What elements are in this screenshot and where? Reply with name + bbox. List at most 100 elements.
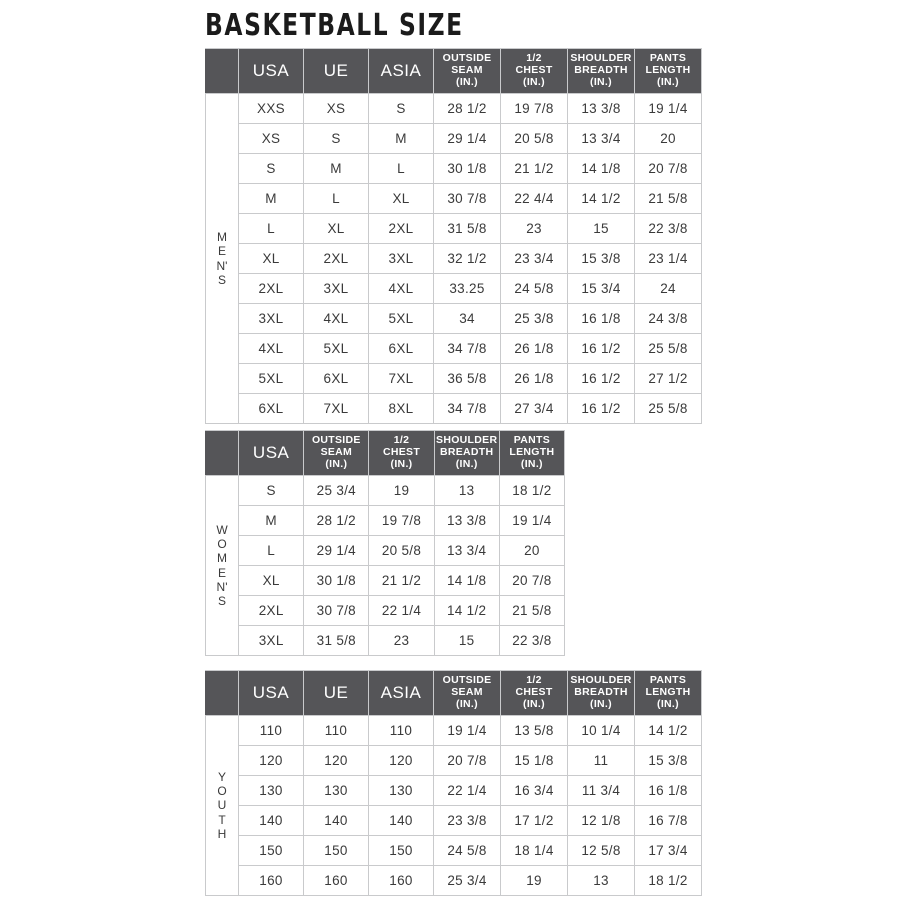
youth-group-label-letter: H [217, 826, 227, 841]
mens-cell-outside-seam: 29 1/4 [433, 123, 501, 154]
mens-cell-usa: XXS [238, 93, 304, 124]
mens-cell-shoulder: 16 1/2 [567, 333, 635, 364]
youth-group-label-letter: T [218, 812, 226, 827]
youth-cell-half-chest: 13 5/8 [500, 715, 568, 746]
womens-cell-pants: 20 7/8 [498, 565, 566, 596]
mens-cell-pants: 24 [634, 273, 702, 304]
womens-cell-shoulder: 13 [433, 475, 500, 506]
womens-group-label-letter: N' [216, 579, 228, 594]
youth-group-label-letter: U [217, 798, 227, 813]
womens-cell-outside-seam: 31 5/8 [303, 625, 370, 656]
mens-table-header: USA UE ASIA OUTSIDE SEAM (IN.) 1/2 CHEST… [205, 48, 702, 94]
mens-group-label-letter: S [217, 272, 226, 287]
mens-cell-pants: 19 1/4 [634, 93, 702, 124]
mens-cell-usa: M [238, 183, 304, 214]
youth-cell-pants: 17 3/4 [634, 835, 702, 866]
mens-table-row: 2XL 3XL 4XL 33.25 24 5/8 15 3/4 24 [206, 273, 702, 304]
womens-table-row: XL 30 1/8 21 1/2 14 1/8 20 7/8 [206, 565, 566, 596]
mens-cell-usa: 2XL [238, 273, 304, 304]
shoulder-line2: BREADTH [439, 446, 494, 459]
youth-cell-asia: 110 [368, 715, 434, 746]
womens-cell-usa: L [238, 535, 305, 566]
half-chest-line3: (IN.) [523, 75, 545, 88]
shoulder-line3: (IN.) [455, 457, 478, 470]
mens-table-row: 6XL 7XL 8XL 34 7/8 27 3/4 16 1/2 25 5/8 [206, 393, 702, 424]
youth-cell-usa: 150 [238, 835, 304, 866]
womens-cell-outside-seam: 25 3/4 [303, 475, 370, 506]
mens-cell-pants: 23 1/4 [634, 243, 702, 274]
mens-cell-ue: 3XL [303, 273, 369, 304]
mens-cell-pants: 20 7/8 [634, 153, 702, 184]
youth-header-outside-seam: OUTSIDE SEAM (IN.) [433, 670, 501, 716]
youth-cell-usa: 130 [238, 775, 304, 806]
pants-line1: PANTS [649, 674, 687, 687]
youth-cell-asia: 130 [368, 775, 434, 806]
mens-cell-pants: 25 5/8 [634, 393, 702, 424]
mens-cell-ue: 2XL [303, 243, 369, 274]
pants-line1: PANTS [649, 52, 687, 65]
outside-seam-line2: SEAM [451, 64, 483, 77]
mens-table-row: XS S M 29 1/4 20 5/8 13 3/4 20 [206, 123, 702, 154]
mens-cell-outside-seam: 34 7/8 [433, 393, 501, 424]
womens-table-row: W O M E N' S S 25 3/4 19 13 18 1/2 [204, 475, 566, 656]
womens-cell-usa: M [238, 505, 305, 536]
mens-cell-pants: 21 5/8 [634, 183, 702, 214]
mens-cell-asia: L [368, 153, 434, 184]
womens-header-usa: USA [238, 430, 305, 476]
pants-line1: PANTS [513, 434, 551, 447]
pants-line3: (IN.) [520, 457, 543, 470]
half-chest-line2: CHEST [515, 686, 553, 699]
youth-cell-pants: 16 1/8 [634, 775, 702, 806]
shoulder-line2: BREADTH [574, 64, 628, 77]
womens-table-body: W O M E N' S S 25 3/4 19 13 18 1/2 M 28 1/2 19 7/8 13 … [204, 475, 566, 656]
shoulder-line1: SHOULDER [436, 434, 498, 447]
mens-cell-shoulder: 13 3/8 [567, 93, 635, 124]
youth-cell-pants: 15 3/8 [634, 745, 702, 776]
womens-group-label-letter: M [217, 551, 228, 566]
youth-group-label-letter: Y [217, 770, 226, 785]
youth-cell-asia: 160 [368, 865, 434, 896]
youth-cell-shoulder: 11 [567, 745, 635, 776]
mens-cell-half-chest: 22 4/4 [500, 183, 568, 214]
womens-cell-outside-seam: 28 1/2 [303, 505, 370, 536]
womens-table-row: 3XL 31 5/8 23 15 22 3/8 [206, 625, 566, 656]
womens-cell-outside-seam: 30 1/8 [303, 565, 370, 596]
womens-group-label-letter: O [217, 537, 227, 552]
womens-table-header: USA OUTSIDE SEAM (IN.) 1/2 CHEST (IN.) S… [204, 430, 566, 476]
womens-group-label-letter: E [218, 565, 227, 580]
youth-cell-shoulder: 11 3/4 [567, 775, 635, 806]
youth-table-row: 130 130 130 22 1/4 16 3/4 11 3/4 16 1/8 [206, 775, 702, 806]
outside-seam-line3: (IN.) [325, 457, 348, 470]
youth-cell-shoulder: 12 5/8 [567, 835, 635, 866]
pants-line2: LENGTH [509, 446, 555, 459]
mens-table-row: 4XL 5XL 6XL 34 7/8 26 1/8 16 1/2 25 5/8 [206, 333, 702, 364]
womens-cell-pants: 19 1/4 [498, 505, 566, 536]
youth-cell-asia: 150 [368, 835, 434, 866]
womens-cell-usa: XL [238, 565, 305, 596]
womens-header-outside-seam: OUTSIDE SEAM (IN.) [303, 430, 370, 476]
youth-cell-half-chest: 18 1/4 [500, 835, 568, 866]
womens-cell-pants: 22 3/8 [498, 625, 566, 656]
mens-table-row: 5XL 6XL 7XL 36 5/8 26 1/8 16 1/2 27 1/2 [206, 363, 702, 394]
youth-cell-usa: 110 [238, 715, 304, 746]
mens-cell-outside-seam: 30 1/8 [433, 153, 501, 184]
mens-cell-usa: S [238, 153, 304, 184]
mens-cell-shoulder: 14 1/2 [567, 183, 635, 214]
womens-cell-shoulder: 14 1/8 [433, 565, 500, 596]
youth-cell-asia: 140 [368, 805, 434, 836]
mens-cell-outside-seam: 31 5/8 [433, 213, 501, 244]
half-chest-line1: 1/2 [526, 52, 542, 65]
womens-cell-outside-seam: 30 7/8 [303, 595, 370, 626]
youth-cell-outside-seam: 20 7/8 [433, 745, 501, 776]
mens-header-pants-length: PANTS LENGTH (IN.) [634, 48, 702, 94]
mens-cell-usa: 5XL [238, 363, 304, 394]
mens-cell-pants: 22 3/8 [634, 213, 702, 244]
womens-cell-shoulder: 13 3/4 [433, 535, 500, 566]
mens-cell-half-chest: 23 3/4 [500, 243, 568, 274]
womens-table-row: L 29 1/4 20 5/8 13 3/4 20 [206, 535, 566, 566]
womens-header-corner [204, 430, 240, 476]
mens-cell-ue: 4XL [303, 303, 369, 334]
womens-cell-half-chest: 21 1/2 [368, 565, 435, 596]
womens-table-row: M 28 1/2 19 7/8 13 3/8 19 1/4 [206, 505, 566, 536]
